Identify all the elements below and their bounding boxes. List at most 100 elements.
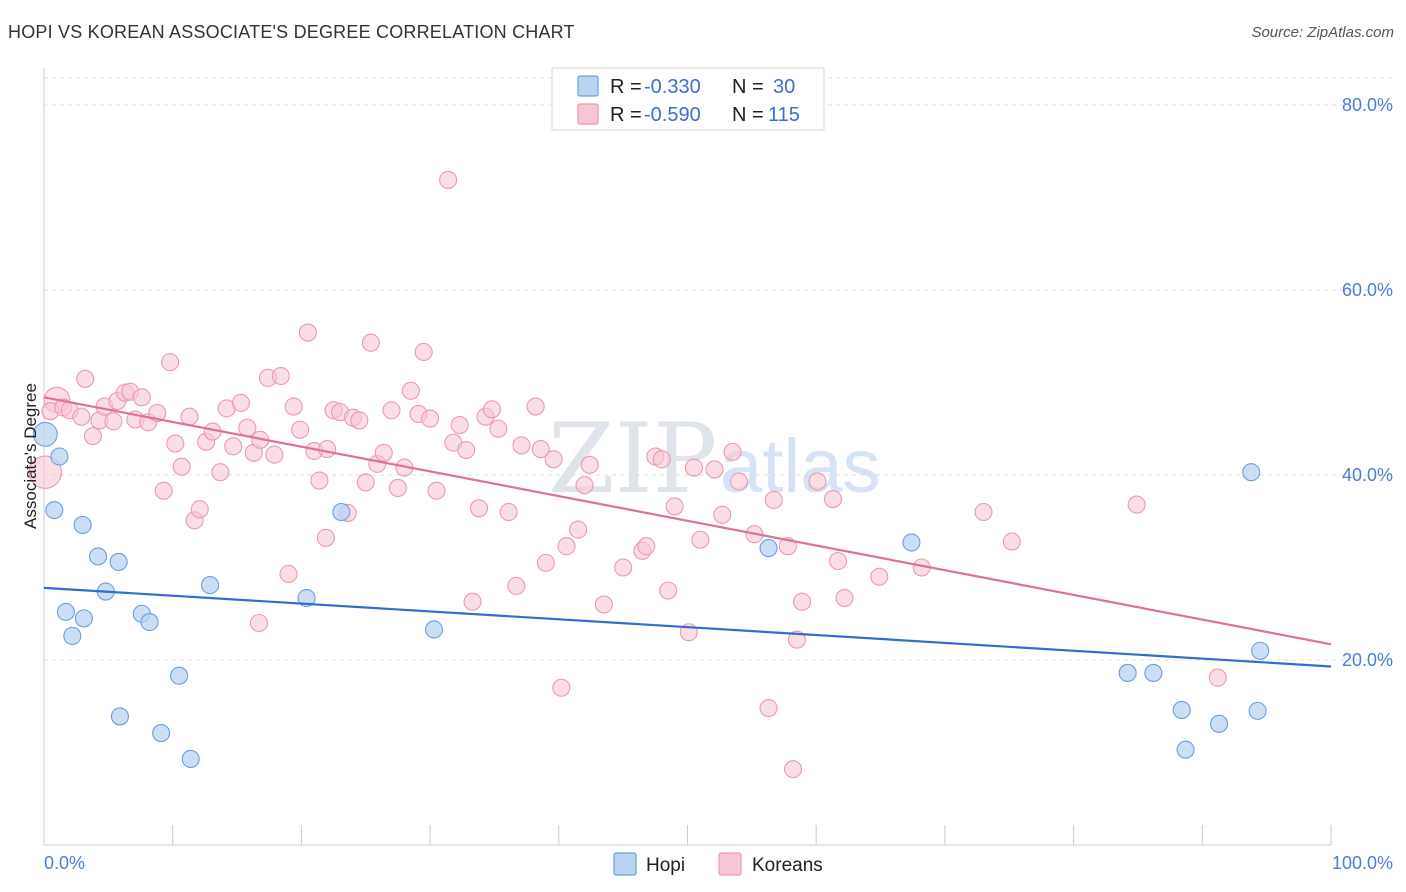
point-koreans-54 — [388, 478, 407, 498]
point-hopi-7 — [56, 602, 75, 621]
correlation-legend: R = -0.330 N = 30 R = -0.590 N = 115 — [551, 67, 825, 131]
y-axis-label: Associate's Degree — [21, 383, 40, 529]
point-hopi-11 — [140, 613, 159, 632]
legend-r-label-hopi: R = — [610, 76, 642, 98]
point-hopi-20 — [759, 539, 778, 558]
point-koreans-48 — [350, 411, 369, 430]
bottom-legend-label-hopi: Hopi — [646, 855, 685, 876]
point-hopi-17 — [297, 588, 316, 608]
point-koreans-59 — [421, 409, 440, 428]
point-hopi-29 — [1242, 463, 1261, 482]
point-koreans-115 — [249, 613, 268, 633]
point-hopi-8 — [74, 609, 93, 628]
point-koreans-78 — [557, 537, 576, 556]
point-koreans-113 — [783, 760, 803, 779]
point-koreans-49 — [356, 473, 375, 492]
point-koreans-80 — [575, 476, 594, 495]
point-hopi-22 — [1118, 663, 1137, 683]
point-hopi-14 — [152, 724, 171, 743]
chart-title: HOPI VS KOREAN ASSOCIATE'S DEGREE CORREL… — [8, 22, 575, 42]
point-koreans-5 — [72, 407, 91, 426]
point-koreans-85 — [637, 537, 656, 556]
point-koreans-36 — [271, 366, 290, 386]
point-koreans-66 — [469, 499, 489, 518]
point-koreans-88 — [659, 581, 678, 600]
point-koreans-109 — [974, 502, 993, 522]
legend-r-value-hopi: -0.330 — [644, 76, 701, 98]
point-hopi-26 — [1209, 714, 1229, 733]
point-koreans-99 — [764, 490, 783, 510]
point-hopi-0 — [32, 421, 58, 447]
point-koreans-104 — [823, 489, 842, 509]
point-koreans-52 — [374, 443, 393, 462]
point-koreans-102 — [792, 592, 812, 611]
point-koreans-71 — [507, 576, 526, 596]
point-koreans-38 — [284, 397, 303, 416]
point-koreans-19 — [161, 353, 180, 372]
point-koreans-37 — [279, 564, 298, 584]
point-koreans-91 — [684, 458, 703, 477]
bottom-legend-swatch-hopi — [613, 852, 637, 876]
point-koreans-111 — [1127, 495, 1146, 514]
point-koreans-35 — [265, 445, 284, 464]
point-hopi-9 — [63, 626, 82, 646]
point-koreans-82 — [594, 595, 613, 614]
point-layer — [28, 170, 1270, 779]
watermark-zip: ZIP — [548, 403, 717, 515]
point-hopi-3 — [73, 515, 92, 535]
point-koreans-60 — [427, 481, 446, 500]
point-koreans-65 — [463, 592, 482, 611]
chart-source: Source: ZipAtlas.com — [1251, 24, 1394, 41]
y-tick-label-80: 80.0% — [1342, 95, 1393, 115]
point-hopi-4 — [89, 547, 108, 566]
x-tick-label-max: 100.0% — [1332, 853, 1393, 873]
point-koreans-63 — [450, 415, 469, 435]
point-hopi-2 — [45, 501, 64, 520]
point-koreans-6 — [76, 369, 95, 388]
point-koreans-43 — [318, 440, 337, 459]
point-koreans-110 — [1002, 532, 1021, 551]
point-koreans-89 — [665, 497, 684, 516]
point-koreans-98 — [759, 699, 778, 718]
legend-n-value-hopi: 30 — [773, 76, 795, 98]
point-koreans-94 — [713, 505, 732, 524]
point-hopi-18 — [332, 502, 351, 522]
legend-swatch-koreans — [577, 103, 599, 125]
point-koreans-68 — [482, 400, 501, 419]
point-koreans-22 — [180, 407, 199, 426]
point-koreans-50 — [361, 333, 380, 352]
point-koreans-73 — [526, 397, 545, 416]
point-hopi-1 — [50, 447, 69, 466]
point-koreans-92 — [691, 530, 710, 549]
point-hopi-21 — [902, 533, 921, 552]
point-koreans-95 — [723, 442, 742, 461]
point-koreans-15 — [132, 388, 151, 407]
point-hopi-24 — [1172, 700, 1191, 720]
point-koreans-107 — [870, 567, 889, 586]
point-koreans-96 — [729, 472, 749, 491]
point-koreans-30 — [231, 393, 250, 412]
point-hopi-5 — [109, 552, 128, 572]
point-koreans-42 — [310, 471, 329, 490]
point-koreans-70 — [499, 502, 518, 522]
point-hopi-27 — [1248, 701, 1267, 720]
point-hopi-16 — [200, 576, 220, 595]
series-legend: Hopi Koreans — [613, 852, 823, 876]
point-koreans-75 — [536, 553, 555, 572]
legend-r-label-koreans: R = — [610, 104, 642, 126]
point-koreans-53 — [382, 401, 401, 420]
point-hopi-25 — [1176, 740, 1195, 759]
point-hopi-19 — [424, 620, 444, 639]
point-hopi-12 — [170, 666, 189, 685]
point-koreans-21 — [172, 457, 191, 476]
point-hopi-23 — [1144, 663, 1163, 683]
legend-n-label-koreans: N = — [732, 104, 764, 126]
point-koreans-29 — [224, 437, 243, 456]
grid-layer: 20.0% 40.0% 60.0% 80.0% — [44, 77, 1393, 670]
point-koreans-101 — [787, 630, 806, 649]
point-koreans-103 — [808, 472, 827, 491]
y-tick-label-20: 20.0% — [1342, 650, 1393, 670]
point-koreans-27 — [211, 463, 230, 482]
point-koreans-79 — [569, 520, 588, 539]
